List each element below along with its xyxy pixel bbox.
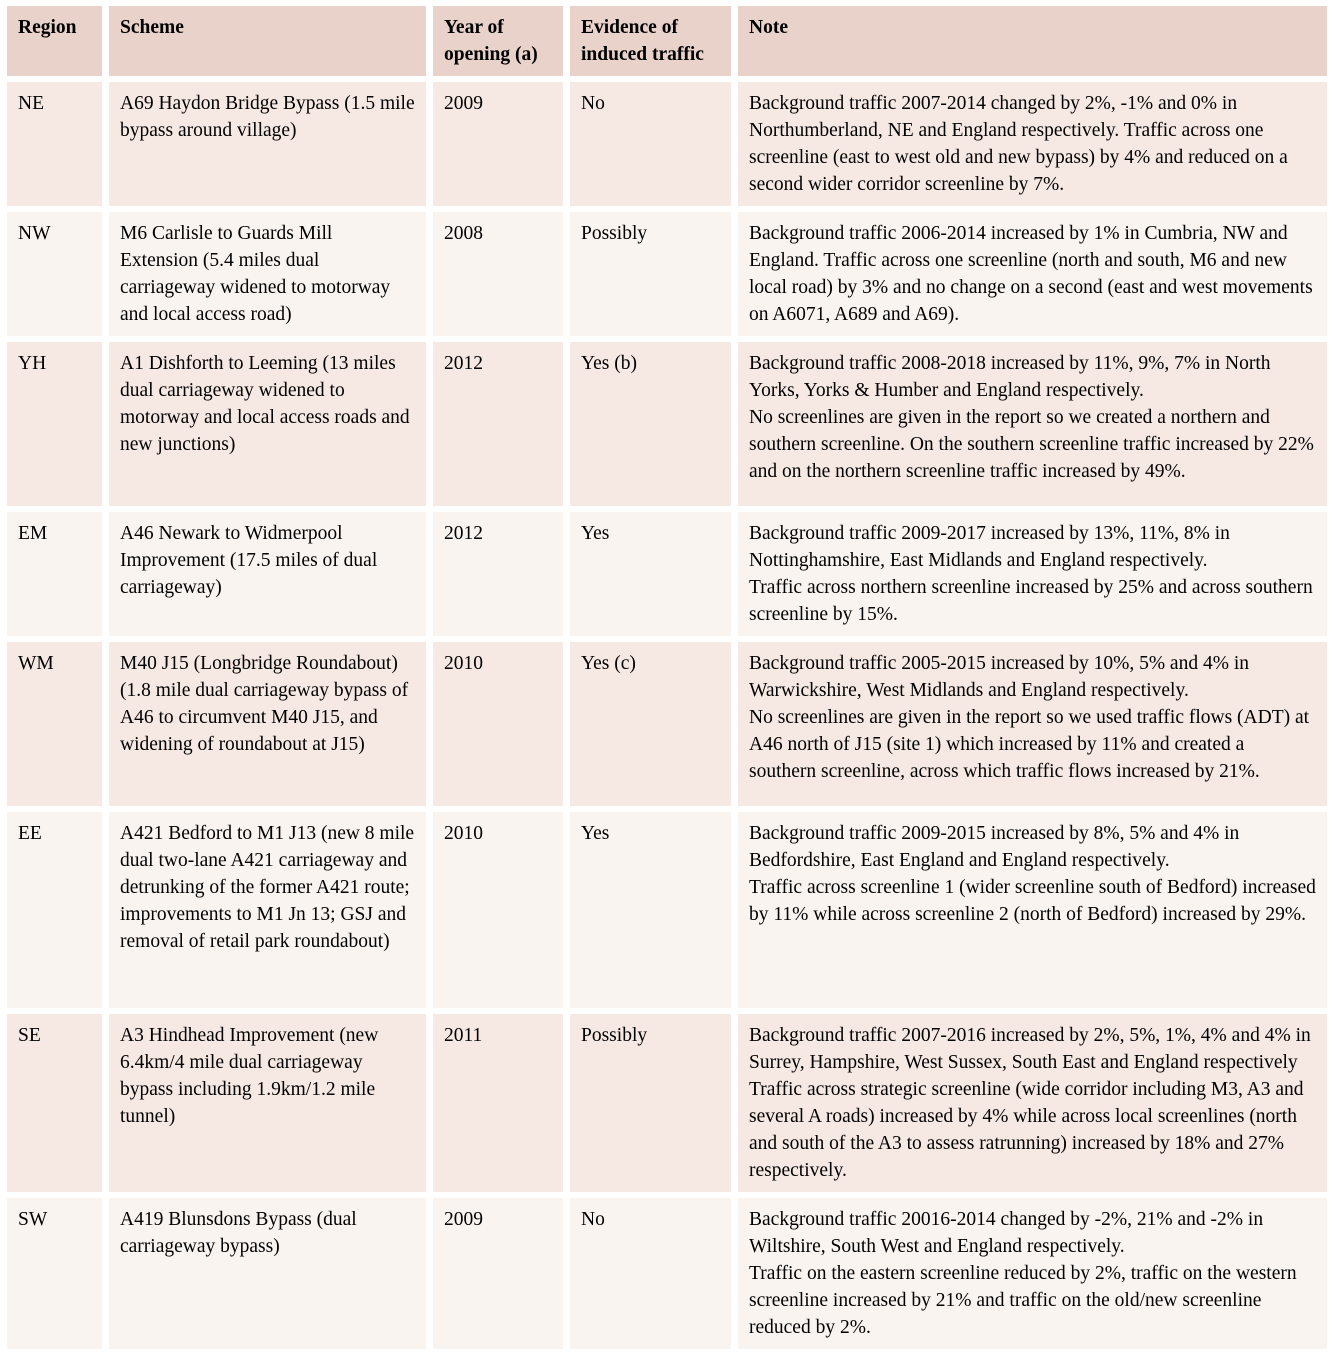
cell-evidence: Yes (b) bbox=[570, 342, 731, 506]
table-row: EE A421 Bedford to M1 J13 (new 8 mile dua… bbox=[7, 812, 1327, 1008]
cell-evidence: No bbox=[570, 1198, 731, 1349]
table-body: NE A69 Haydon Bridge Bypass (1.5 mile byp… bbox=[7, 82, 1327, 1349]
table-row: EM A46 Newark to Widmerpool Improvement (… bbox=[7, 512, 1327, 636]
cell-region: EE bbox=[7, 812, 102, 1008]
cell-region: YH bbox=[7, 342, 102, 506]
cell-note: Background traffic 20016-2014 changed by… bbox=[738, 1198, 1327, 1349]
table-row: SW A419 Blunsdons Bypass (dual carriagewa… bbox=[7, 1198, 1327, 1349]
cell-note: Background traffic 2007-2016 increased b… bbox=[738, 1014, 1327, 1192]
cell-region: EM bbox=[7, 512, 102, 636]
table-row: SE A3 Hindhead Improvement (new 6.4km/4 m… bbox=[7, 1014, 1327, 1192]
column-header-year: Year of opening (a) bbox=[433, 6, 563, 76]
cell-year: 2012 bbox=[433, 342, 563, 506]
cell-note: Background traffic 2009-2015 increased b… bbox=[738, 812, 1327, 1008]
cell-region: WM bbox=[7, 642, 102, 806]
cell-scheme: A69 Haydon Bridge Bypass (1.5 mile bypas… bbox=[109, 82, 426, 206]
cell-year: 2012 bbox=[433, 512, 563, 636]
table-row: WM M40 J15 (Longbridge Roundabout) (1.8 m… bbox=[7, 642, 1327, 806]
cell-scheme: A419 Blunsdons Bypass (dual carriageway … bbox=[109, 1198, 426, 1349]
column-header-evidence: Evidence of induced traffic bbox=[570, 6, 731, 76]
cell-region: SW bbox=[7, 1198, 102, 1349]
cell-year: 2008 bbox=[433, 212, 563, 336]
table-header: Region Scheme Year of opening (a) Eviden… bbox=[7, 6, 1327, 76]
cell-scheme: A3 Hindhead Improvement (new 6.4km/4 mil… bbox=[109, 1014, 426, 1192]
cell-evidence: Yes bbox=[570, 512, 731, 636]
cell-note: Background traffic 2006-2014 increased b… bbox=[738, 212, 1327, 336]
cell-evidence: Yes (c) bbox=[570, 642, 731, 806]
cell-scheme: A421 Bedford to M1 J13 (new 8 mile dual … bbox=[109, 812, 426, 1008]
cell-year: 2009 bbox=[433, 1198, 563, 1349]
cell-note: Background traffic 2008-2018 increased b… bbox=[738, 342, 1327, 506]
cell-year: 2010 bbox=[433, 642, 563, 806]
cell-note: Background traffic 2009-2017 increased b… bbox=[738, 512, 1327, 636]
cell-scheme: A46 Newark to Widmerpool Improvement (17… bbox=[109, 512, 426, 636]
cell-year: 2009 bbox=[433, 82, 563, 206]
cell-note: Background traffic 2005-2015 increased b… bbox=[738, 642, 1327, 806]
cell-evidence: Possibly bbox=[570, 212, 731, 336]
cell-scheme: A1 Dishforth to Leeming (13 miles dual c… bbox=[109, 342, 426, 506]
cell-note: Background traffic 2007-2014 changed by … bbox=[738, 82, 1327, 206]
cell-scheme: M6 Carlisle to Guards Mill Extension (5.… bbox=[109, 212, 426, 336]
cell-year: 2011 bbox=[433, 1014, 563, 1192]
table-row: NE A69 Haydon Bridge Bypass (1.5 mile byp… bbox=[7, 82, 1327, 206]
table-row: YH A1 Dishforth to Leeming (13 miles dual… bbox=[7, 342, 1327, 506]
cell-region: NW bbox=[7, 212, 102, 336]
cell-region: NE bbox=[7, 82, 102, 206]
column-header-scheme: Scheme bbox=[109, 6, 426, 76]
column-header-note: Note bbox=[738, 6, 1327, 76]
cell-year: 2010 bbox=[433, 812, 563, 1008]
column-header-region: Region bbox=[7, 6, 102, 76]
cell-evidence: Yes bbox=[570, 812, 731, 1008]
cell-evidence: Possibly bbox=[570, 1014, 731, 1192]
cell-evidence: No bbox=[570, 82, 731, 206]
cell-region: SE bbox=[7, 1014, 102, 1192]
cell-scheme: M40 J15 (Longbridge Roundabout) (1.8 mil… bbox=[109, 642, 426, 806]
table-row: NW M6 Carlisle to Guards Mill Extension (… bbox=[7, 212, 1327, 336]
header-row: Region Scheme Year of opening (a) Eviden… bbox=[7, 6, 1327, 76]
